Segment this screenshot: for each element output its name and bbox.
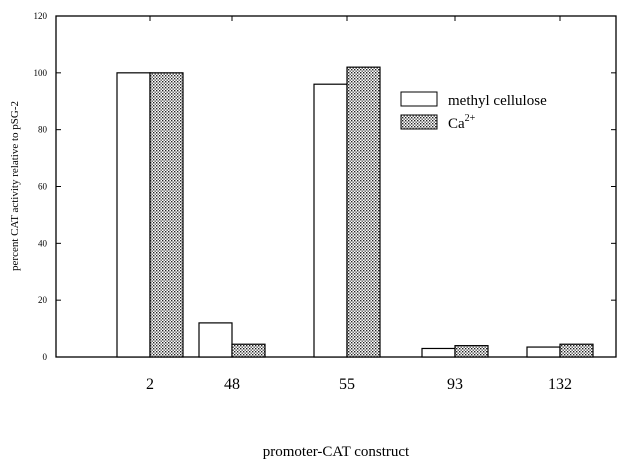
bar-methyl-cellulose-2 — [116, 72, 151, 358]
bar-methyl-cellulose-48 — [198, 322, 233, 358]
bar-methyl-cellulose-93 — [421, 347, 456, 358]
bar-calcium-2 — [149, 72, 184, 358]
legend-label-calcium-sup: 2+ — [465, 113, 476, 124]
bar-calcium-93 — [454, 345, 489, 358]
legend-label-calcium: Ca2+ — [448, 113, 476, 132]
y-tick-label: 40 — [38, 238, 48, 248]
y-tick-label: 20 — [38, 295, 48, 305]
y-tick-label: 60 — [38, 182, 48, 192]
x-tick-label: 2 — [146, 376, 154, 393]
x-tick-label: 132 — [548, 376, 572, 393]
y-tick-label: 120 — [34, 11, 48, 21]
bar-calcium-55 — [346, 66, 381, 358]
legend: methyl cellulose Ca2+ — [400, 91, 547, 132]
x-axis: 2 48 55 93 132 — [146, 16, 572, 393]
bar-calcium-48 — [231, 343, 266, 358]
legend-label-calcium-base: Ca — [448, 116, 465, 132]
y-tick-label: 100 — [34, 68, 48, 78]
y-tick-label: 0 — [43, 352, 48, 362]
x-tick-label: 55 — [339, 376, 355, 393]
legend-label-methyl-cellulose: methyl cellulose — [448, 93, 547, 109]
x-axis-label: promoter-CAT construct — [263, 444, 410, 460]
bars — [116, 66, 594, 358]
legend-swatch-calcium — [400, 114, 438, 130]
x-tick-label: 93 — [447, 376, 463, 393]
x-tick-label: 48 — [224, 376, 240, 393]
y-tick-label: 80 — [38, 125, 48, 135]
bar-calcium-132 — [559, 343, 594, 358]
y-axis-label: percent CAT activity relative to pSG-2 — [9, 101, 21, 271]
bar-methyl-cellulose-132 — [526, 346, 561, 358]
legend-swatch-methyl-cellulose — [400, 91, 438, 107]
y-axis: 0 20 40 60 80 100 120 — [34, 11, 616, 362]
bar-methyl-cellulose-55 — [313, 83, 348, 358]
